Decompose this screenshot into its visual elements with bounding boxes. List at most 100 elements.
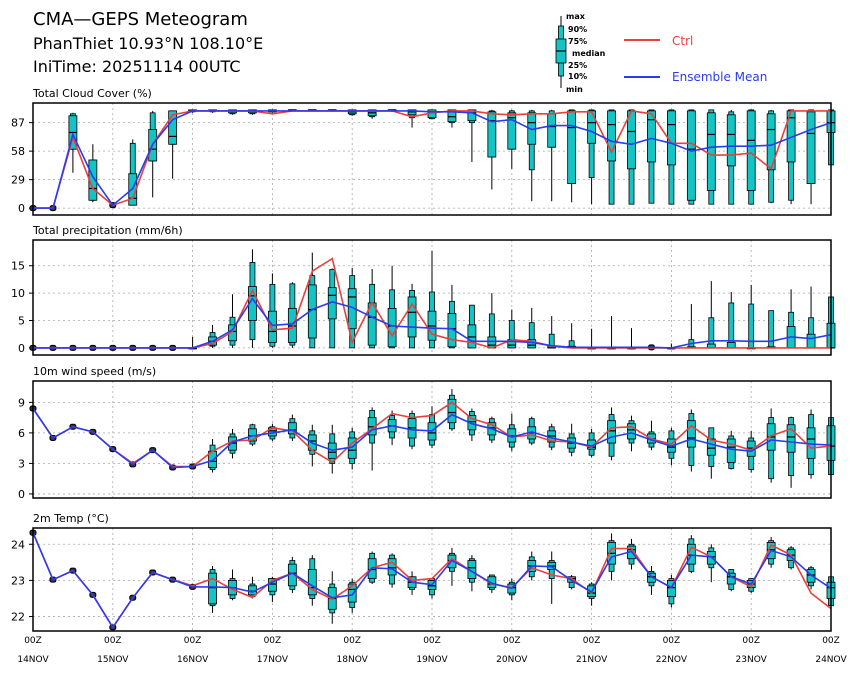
ctrl-line	[33, 110, 831, 209]
x-tick-date-label: 23NOV	[736, 655, 768, 665]
x-tick-date-label: 20NOV	[496, 655, 528, 665]
x-tick-date-label: 16NOV	[177, 655, 209, 665]
legend-p25: 25%	[568, 61, 587, 70]
y-tick-label: 15	[11, 260, 25, 273]
box-p25-p75	[587, 110, 596, 144]
box-p25-p75	[407, 296, 417, 338]
box-p25-p75	[726, 114, 736, 167]
box-p25-p75	[627, 110, 636, 170]
x-tick-date-label: 19NOV	[416, 655, 448, 665]
box-p25-p75	[647, 572, 656, 583]
box-p25-p75	[746, 110, 756, 191]
box-p25-p75	[168, 110, 178, 145]
box-p25-p75	[706, 438, 716, 456]
box-p25-p75	[667, 580, 676, 598]
y-tick-label: 0	[18, 488, 25, 501]
panel-1: Total precipitation (mm/6h) 0 5 10 15	[11, 224, 836, 356]
y-tick-label: 58	[11, 145, 25, 158]
y-tick-label: 0	[18, 342, 25, 355]
box-p25-p75	[447, 398, 457, 424]
y-tick-label: 5	[18, 315, 25, 328]
x-tick-hour-label: 00Z	[423, 636, 441, 646]
chart-title: CMA—GEPS Meteogram	[33, 9, 248, 30]
panel-title: 2m Temp (°C)	[33, 512, 109, 525]
legend-median: median	[572, 49, 606, 58]
box-p25-p75	[447, 109, 457, 123]
box-p25-p75	[307, 569, 317, 596]
x-tick-date-label: 18NOV	[337, 655, 369, 665]
panel-3: 2m Temp (°C) 22 23 24	[11, 512, 836, 632]
y-tick-label: 6	[18, 427, 25, 440]
box-p25-p75	[806, 111, 816, 184]
x-tick-hour-label: 00Z	[663, 636, 681, 646]
x-axis: 00Z 14NOV 00Z 15NOV 00Z 16NOV 00Z 17NOV 00Z 18NOV…	[17, 636, 847, 665]
legend-min: min	[566, 85, 583, 94]
box-p25-p75	[287, 422, 297, 435]
panel-frame	[32, 102, 832, 216]
x-tick-hour-label: 00Z	[104, 636, 122, 646]
box-p25-p75	[627, 423, 636, 440]
box-p25-p75	[387, 558, 397, 576]
x-tick-hour-label: 00Z	[184, 636, 202, 646]
legend: max 90% 75% median 25% 10% min Ctrl Ense…	[555, 12, 767, 94]
box-p25-p75	[726, 342, 736, 349]
box-p25-p75	[686, 110, 696, 201]
x-tick-hour-label: 00Z	[503, 636, 521, 646]
panel-title: Total precipitation (mm/6h)	[32, 224, 183, 237]
legend-mean-label: Ensemble Mean	[672, 70, 767, 84]
x-tick-date-label: 22NOV	[656, 655, 688, 665]
panel-frame	[32, 239, 832, 356]
legend-max: max	[566, 12, 586, 21]
box-p25-p75	[607, 110, 616, 162]
box-p25-p75	[786, 424, 796, 453]
box-p25-p75	[567, 110, 577, 184]
ensemble-mean-line	[33, 110, 832, 209]
box-p25-p75	[487, 111, 497, 158]
x-tick-hour-label: 00Z	[742, 636, 760, 646]
y-tick-label: 22	[11, 611, 25, 624]
legend-ctrl-label: Ctrl	[672, 34, 693, 48]
box-p25-p75	[607, 420, 616, 444]
box-p25-p75	[547, 113, 557, 148]
panel-0: Total Cloud Cover (%) 0 29 58 87	[11, 87, 836, 216]
x-tick-hour-label: 00Z	[343, 636, 361, 646]
y-tick-label: 3	[18, 457, 25, 470]
x-tick-hour-label: 00Z	[24, 636, 42, 646]
box-p25-p75	[507, 112, 517, 150]
box-p25-p75	[647, 110, 656, 163]
init-time-label: IniTime: 20251114 00UTC	[33, 57, 241, 76]
x-tick-date-label: 15NOV	[97, 655, 129, 665]
ensemble-mean-line	[32, 532, 832, 629]
panel-frame	[32, 527, 832, 632]
box-p25-p75	[347, 583, 357, 603]
legend-p10: 10%	[568, 72, 587, 81]
legend-p75: 75%	[568, 37, 587, 46]
ensemble-mean-line	[32, 408, 832, 469]
ensemble-mean-line	[33, 297, 832, 349]
panel-2: 10m wind speed (m/s) 0 3 6 9	[18, 365, 836, 501]
panel-frame	[32, 380, 832, 499]
box-p25-p75	[726, 438, 736, 463]
x-tick-date-label: 17NOV	[257, 655, 289, 665]
x-tick-date-label: 14NOV	[17, 655, 49, 665]
panel-title: 10m wind speed (m/s)	[33, 365, 156, 378]
box-p10-p90	[588, 109, 595, 179]
box-p25-p75	[267, 310, 277, 343]
y-tick-label: 24	[11, 538, 25, 551]
legend-p90: 90%	[568, 25, 587, 34]
legend-boxplot-icon	[555, 16, 567, 88]
box-p25-p75	[706, 112, 716, 191]
x-tick-hour-label: 00Z	[264, 636, 282, 646]
panel-title: Total Cloud Cover (%)	[32, 87, 152, 100]
x-tick-date-label: 24NOV	[815, 655, 847, 665]
x-tick-date-label: 21NOV	[576, 655, 608, 665]
box-p25-p75	[686, 420, 696, 448]
x-tick-hour-label: 00Z	[822, 636, 840, 646]
box-p25-p75	[447, 312, 457, 348]
box-p25-p75	[806, 333, 816, 349]
box-p10-p90	[768, 310, 775, 349]
y-tick-label: 23	[11, 574, 25, 587]
box-p25-p75	[387, 308, 397, 348]
x-tick-hour-label: 00Z	[583, 636, 601, 646]
